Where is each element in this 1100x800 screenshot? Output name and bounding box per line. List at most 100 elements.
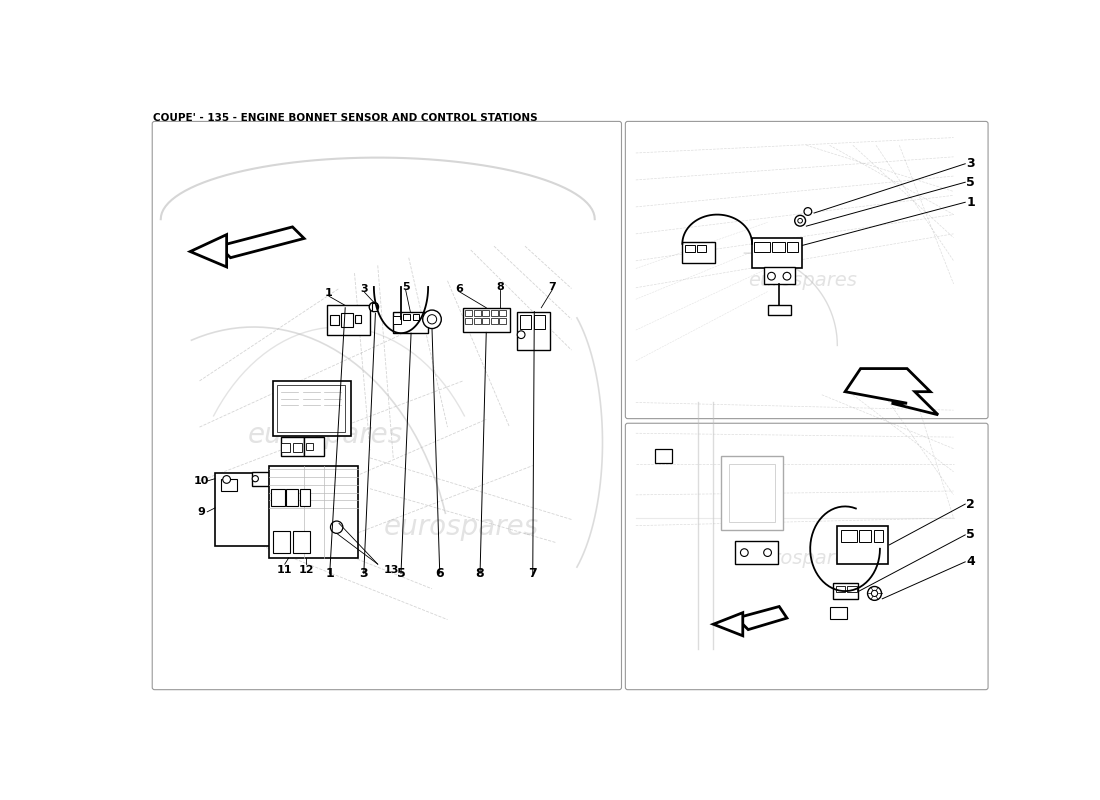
Polygon shape [737,606,786,630]
Circle shape [804,208,812,215]
Bar [306,442,313,450]
Bar [293,442,301,452]
Text: 7: 7 [528,567,537,580]
Bar [837,526,888,564]
Bar [221,479,236,491]
Bar [280,442,290,452]
Polygon shape [713,613,743,636]
Bar [270,466,359,558]
Bar [330,315,339,325]
Bar [763,267,794,284]
Text: 7: 7 [548,282,556,292]
Bar [656,449,672,462]
Bar [404,314,409,320]
Bar [697,245,706,252]
Bar [873,530,883,542]
Bar [273,381,351,436]
Bar [341,313,353,327]
Bar [354,315,361,323]
Bar [491,318,498,324]
Text: 3: 3 [360,567,368,580]
Text: 3: 3 [966,158,975,170]
Bar [277,385,345,433]
Bar [304,437,323,456]
Text: COUPE' - 135 - ENGINE BONNET SENSOR AND CONTROL STATIONS: COUPE' - 135 - ENGINE BONNET SENSOR AND … [153,113,538,122]
Bar [483,318,490,324]
Bar [271,489,285,506]
Bar [412,314,419,320]
Circle shape [422,310,441,329]
Bar [755,242,770,252]
Polygon shape [219,227,304,258]
Circle shape [330,521,343,534]
Bar [465,318,472,324]
Circle shape [370,302,378,312]
Text: 12: 12 [299,565,315,574]
Text: 4: 4 [966,555,975,568]
Bar [394,316,402,324]
Bar [214,474,273,546]
Text: 13: 13 [384,565,399,574]
Circle shape [763,549,771,557]
Circle shape [794,215,805,226]
Bar [273,531,290,553]
Circle shape [798,218,803,223]
Bar [685,245,695,252]
Bar [729,464,776,522]
Bar [293,531,309,553]
Circle shape [783,272,791,280]
Bar [286,489,298,506]
Circle shape [768,272,776,280]
Circle shape [427,314,437,324]
Bar [280,437,304,456]
Bar [847,586,857,592]
Bar [834,583,858,599]
Text: eurospares: eurospares [248,421,403,449]
Polygon shape [190,234,227,267]
Bar [499,318,506,324]
Bar [722,456,783,530]
Polygon shape [845,369,938,414]
Bar [394,312,428,333]
Text: eurospares: eurospares [748,271,857,290]
Text: 10: 10 [194,476,209,486]
Circle shape [517,331,525,338]
Bar [517,312,550,350]
Text: 11: 11 [277,565,293,574]
Bar [752,238,803,269]
Text: 1: 1 [326,288,333,298]
Text: 5: 5 [966,529,975,542]
Bar [535,314,546,329]
Bar [491,310,498,316]
Circle shape [868,586,881,600]
Text: 9: 9 [197,507,205,517]
Circle shape [222,476,231,483]
Bar [300,489,310,506]
Bar [372,303,377,311]
Bar [499,310,506,316]
Text: 1: 1 [326,567,334,580]
Bar [829,606,847,619]
Bar [735,541,778,564]
Bar [328,306,370,334]
Bar [772,242,784,252]
Bar [682,242,715,263]
Text: 1: 1 [966,196,975,209]
Bar [842,530,857,542]
Bar [786,242,798,252]
Bar [474,318,481,324]
Bar [465,310,472,316]
Text: eurospares: eurospares [748,549,857,567]
Text: 5: 5 [397,567,406,580]
Bar [768,306,791,314]
Circle shape [871,590,878,597]
Text: 5: 5 [966,176,975,189]
Bar [483,310,490,316]
Bar [463,308,509,332]
Circle shape [740,549,748,557]
Text: 6: 6 [436,567,444,580]
Text: 8: 8 [496,282,504,292]
Text: eurospares: eurospares [384,514,539,541]
Bar [836,586,845,592]
Bar [474,310,481,316]
